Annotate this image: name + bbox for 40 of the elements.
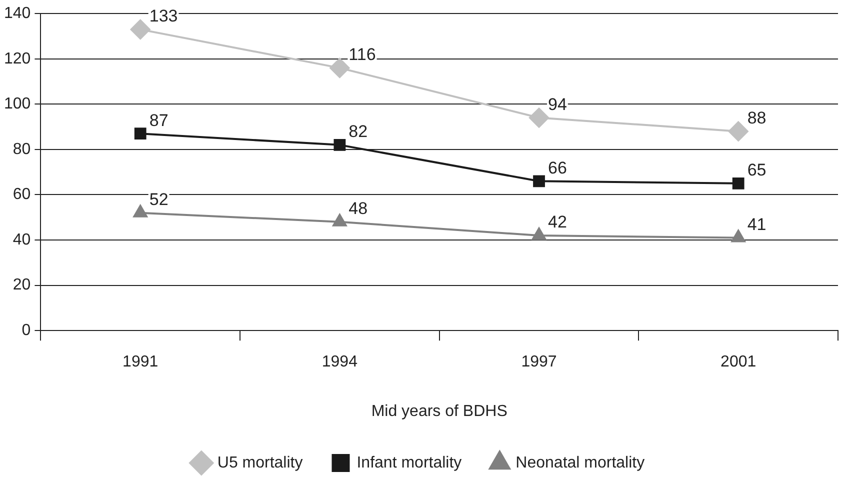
data-label: 94	[548, 94, 567, 114]
x-tick-label: 1991	[122, 354, 158, 371]
y-tick-label: 20	[12, 276, 31, 294]
x-tick-label: 2001	[720, 354, 756, 371]
data-label: 65	[747, 160, 766, 180]
x-axis-title: Mid years of BDHS	[371, 402, 508, 420]
y-tick-label: 120	[4, 50, 31, 68]
data-label: 66	[548, 158, 567, 178]
legend-label: U5 mortality	[217, 454, 303, 472]
point	[334, 138, 346, 151]
y-tick-label: 0	[22, 322, 31, 340]
data-label: 133	[149, 6, 178, 26]
data-label: 88	[747, 108, 766, 128]
x-tick-label: 1997	[521, 354, 557, 371]
y-tick-label: 80	[12, 140, 31, 158]
point	[330, 58, 350, 78]
y-tick-label: 40	[12, 231, 31, 248]
data-label: 116	[348, 45, 376, 64]
point	[533, 175, 545, 188]
point	[332, 214, 347, 226]
point	[529, 108, 550, 128]
data-label: 41	[747, 214, 766, 234]
point	[532, 228, 546, 240]
point	[732, 177, 744, 190]
point	[731, 230, 746, 242]
y-tick-label: 140	[4, 5, 31, 22]
point	[130, 19, 150, 40]
point	[728, 121, 748, 142]
data-label: 52	[149, 190, 168, 210]
legend-label: Neonatal mortality	[516, 454, 645, 472]
data-label: 82	[348, 122, 368, 142]
point	[134, 128, 146, 140]
data-label: 48	[348, 199, 368, 218]
point	[133, 204, 148, 218]
data-label: 42	[548, 212, 567, 232]
y-tick-label: 100	[4, 96, 31, 113]
y-tick-label: 60	[12, 186, 31, 204]
legend-label: Infant mortality	[356, 454, 462, 472]
x-tick-label: 1994	[322, 354, 358, 371]
data-label: 87	[149, 110, 168, 130]
